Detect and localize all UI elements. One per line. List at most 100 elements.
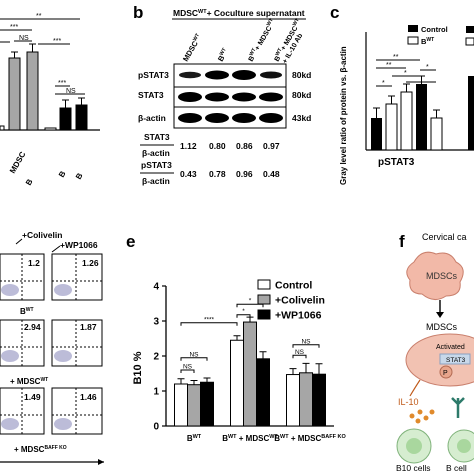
e-y-tick-label: 2 [153,352,159,363]
e-y-tick-label: 3 [153,317,159,328]
panel-b-ratio-num: STAT3 [144,132,170,142]
panel-f-b-nucleus [457,439,471,453]
panel-b-ratio-value: 0.86 [236,141,253,151]
e-error-bar [289,368,297,375]
panel-b-band [232,92,256,102]
e-y-tick-label: 1 [153,387,159,398]
panel-c-xlabel: pSTAT3 [378,157,415,168]
e-error-bar [259,351,267,359]
panel-a-bar [0,125,5,131]
e-sig-bracket-label: NS [183,364,193,371]
panel-b-band [232,70,256,80]
e-sig-bracket-label: **** [204,316,215,323]
panel-c-legend-swatch [407,36,419,45]
panel-a-sig-label: ** [36,13,42,20]
panel-f-il10-dot [423,415,429,421]
panel-a-error-bars [11,43,85,108]
e-error-bar [233,335,241,341]
e-y-tick-label: 4 [153,282,159,293]
e-y-label: B10 % [132,351,144,384]
panel-b-header: MDSCWT+ Coculture supernatant [173,8,305,18]
panel-c-sig-label: * [426,64,429,71]
e-sig-bracket [236,314,251,318]
panel-a-sig-label: *** [53,38,61,45]
flow-arrowhead [98,459,104,465]
e-error-bar [177,378,185,384]
e-x-tick-label: BWT [187,434,202,443]
panel-letter-b: b [133,3,143,22]
e-x-tick-label: BWT + MDSCWT [222,434,278,443]
panel-c-bar [430,117,443,151]
e-bar [286,374,300,427]
e-error-bar [190,380,198,385]
e-y-tick-label: 0 [153,422,159,433]
panel-b-ratio-value: 0.48 [263,169,280,179]
panel-b-band [260,71,282,79]
panel-f-mdsc-cell [406,251,464,300]
e-error-bar [203,377,211,383]
e-bar [256,358,270,427]
panel-c-legend-swatch [408,25,418,32]
panel-b-band [205,70,229,80]
flow-plot [0,253,45,301]
panel-c-sig-brackets [376,59,436,87]
panel-f-arrow [409,379,421,397]
flow-row-label: + MDSCWT [10,377,48,386]
e-legend-swatch [257,294,271,305]
panel-b-ratio-num: pSTAT3 [141,160,172,170]
panel-b-ratio-value: 0.78 [209,169,226,179]
flow-plot [0,319,45,367]
panel-c-legend-swatch [466,26,474,33]
e-error-bar [302,362,310,373]
panel-f-b10-nucleus [406,438,422,454]
panel-f-label-b10: B10 cells [396,463,431,473]
panel-c-sig-label: ** [386,62,392,69]
e-bar [230,339,244,427]
panel-c-error-bars [373,75,440,118]
panel-b-blot-size: 80kd [292,70,311,80]
e-bar [200,381,214,427]
panel-a-chart: ** *** NS *** *** NS MDSC B B B [0,13,100,187]
panel-c-bar [385,103,398,151]
panel-letter-e: e [126,232,135,251]
panel-f-label-mdscs-2: MDSCs [426,322,457,332]
e-error-bar [315,363,323,375]
panel-f-label-p: P [443,370,448,377]
panel-a-sig-label: NS [66,88,76,95]
panel-a-sig-label: *** [10,24,18,31]
panel-b-ratio-den: β-actin [142,148,170,158]
panel-a-x-label: MDSC [8,150,28,175]
panel-c-bar [371,118,382,150]
panel-b-header-cell: MDSC [173,8,198,18]
panel-b-ratio-den: β-actin [142,176,170,186]
panel-b-ratio-value: 0.97 [263,141,280,151]
panel-b-header-sup: WT [198,9,207,15]
panel-f-il10-dot [409,413,415,419]
panel-d-flow: +Colivelin +WP1066 1.2 1.26 BWT 2.94 [0,230,104,465]
panel-b-band [179,71,201,79]
panel-b-band [232,113,256,123]
panel-b-blot-box [173,106,287,129]
panel-a-bar [26,51,39,131]
panel-b-band [205,92,229,102]
e-sig-bracket-label: * [242,308,245,315]
panel-f-il10-dot [429,409,435,415]
panel-f-receptor [451,397,465,418]
panel-f-phospho [439,365,453,379]
panel-b-ratio-value: 0.96 [236,169,253,179]
e-sig-bracket-label: * [249,298,252,305]
panel-b-band [178,92,202,102]
panel-letter-f: f [399,232,405,251]
panel-c-legend-label: Control [421,25,448,34]
e-sig-bracket [180,369,195,373]
e-legend-swatch [257,309,271,320]
panel-c-bar [416,84,427,150]
e-bar [174,383,188,427]
panel-f-label-cervical: Cervical ca [422,232,467,242]
panel-c-bar [400,91,413,151]
panel-b-blot-label: pSTAT3 [138,70,169,80]
panel-a-x-label: B [24,177,35,187]
e-sig-bracket-label: NS [295,349,305,356]
